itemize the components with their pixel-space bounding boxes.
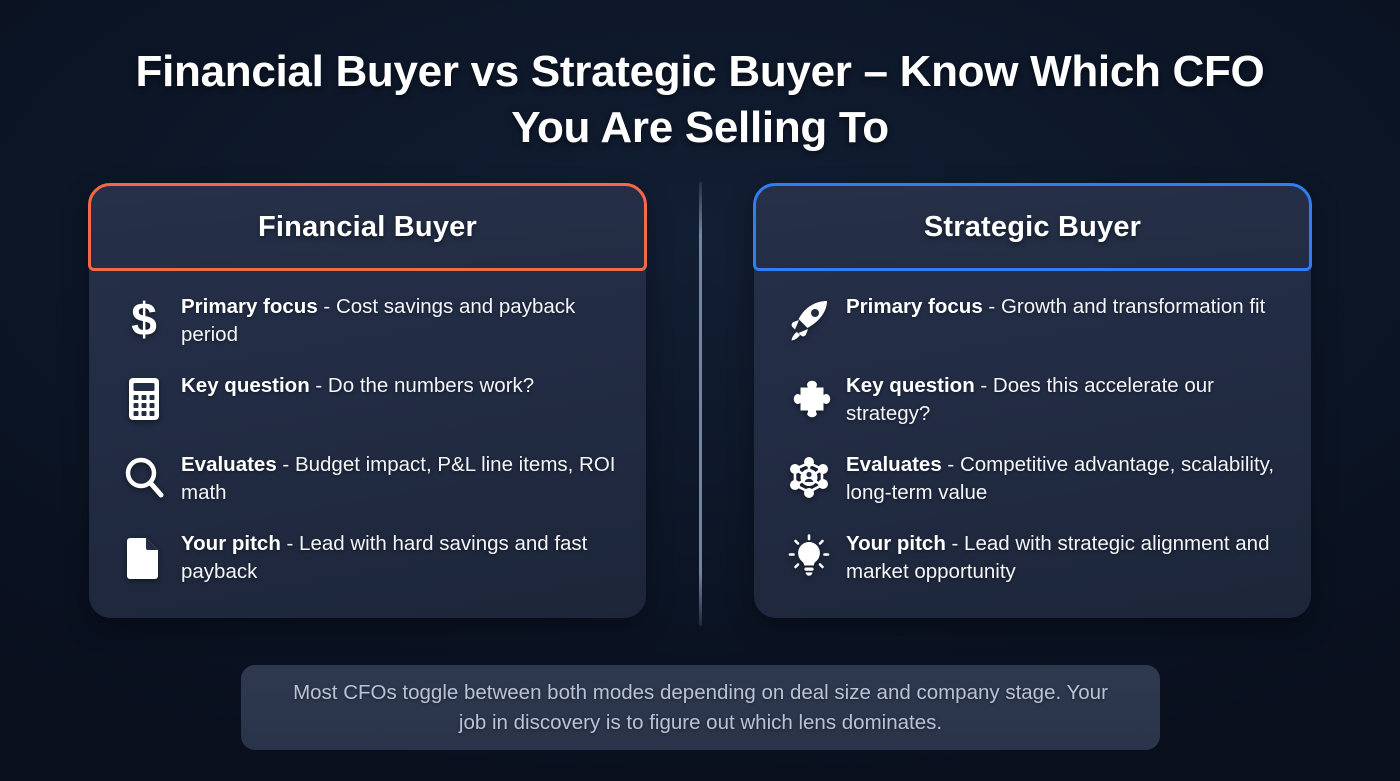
- feature-text: Key question - Does this accelerate our …: [846, 369, 1285, 428]
- dollar-sign-icon: $: [115, 290, 173, 350]
- feature-label: Key question: [846, 374, 975, 397]
- feature-label: Key question: [181, 374, 310, 397]
- feature-label: Primary focus: [181, 295, 318, 318]
- footnote-panel: Most CFOs toggle between both modes depe…: [241, 665, 1160, 750]
- vertical-divider: [699, 182, 702, 626]
- card-body-strategic-buyer: Primary focus - Growth and transformatio…: [754, 272, 1311, 587]
- feature-value: - Lead with hard savings and fast paybac…: [181, 532, 588, 583]
- document-icon: [115, 527, 173, 587]
- feature-row: Primary focus - Growth and transformatio…: [780, 290, 1285, 350]
- card-financial-buyer: Financial Buyer $ Primary focus - Cost s…: [88, 183, 647, 618]
- feature-row: Your pitch - Lead with strategic alignme…: [780, 527, 1285, 587]
- card-header-strategic-buyer: Strategic Buyer: [753, 183, 1312, 271]
- feature-label: Your pitch: [846, 532, 946, 555]
- feature-label: Evaluates: [181, 453, 277, 476]
- feature-row: Key question - Does this accelerate our …: [780, 369, 1285, 429]
- card-title-strategic-buyer: Strategic Buyer: [923, 210, 1142, 243]
- feature-row: Key question - Do the numbers work?: [115, 369, 620, 429]
- feature-text: Your pitch - Lead with hard savings and …: [181, 527, 620, 586]
- feature-row: Your pitch - Lead with hard savings and …: [115, 527, 620, 587]
- feature-label: Your pitch: [181, 532, 281, 555]
- feature-row: Evaluates - Budget impact, P&L line item…: [115, 448, 620, 508]
- feature-value: - Growth and transformation fit: [982, 295, 1266, 318]
- feature-text: Key question - Do the numbers work?: [181, 369, 620, 400]
- rocket-icon: [780, 290, 838, 350]
- feature-row: $ Primary focus - Cost savings and payba…: [115, 290, 620, 350]
- card-body-financial-buyer: $ Primary focus - Cost savings and payba…: [89, 272, 646, 587]
- feature-value: - Budget impact, P&L line items, ROI mat…: [181, 453, 616, 504]
- feature-value: - Lead with strategic alignment and mark…: [846, 532, 1270, 583]
- card-header-financial-buyer: Financial Buyer: [88, 183, 647, 271]
- feature-text: Primary focus - Cost savings and payback…: [181, 290, 620, 349]
- feature-value: - Do the numbers work?: [309, 374, 535, 397]
- card-title-financial-buyer: Financial Buyer: [258, 210, 477, 243]
- svg-text:$: $: [131, 297, 157, 343]
- feature-row: Evaluates - Competitive advantage, scala…: [780, 448, 1285, 508]
- feature-text: Your pitch - Lead with strategic alignme…: [846, 527, 1285, 586]
- footnote-text: Most CFOs toggle between both modes depe…: [293, 680, 1108, 734]
- feature-label: Primary focus: [846, 295, 983, 318]
- feature-label: Evaluates: [846, 453, 942, 476]
- feature-value: - Does this accelerate our strategy?: [846, 374, 1214, 425]
- calculator-icon: [115, 369, 173, 429]
- card-strategic-buyer: Strategic Buyer Primary focus - Growth a…: [753, 183, 1312, 618]
- feature-value: - Competitive advantage, scalability, lo…: [846, 453, 1275, 504]
- feature-text: Primary focus - Growth and transformatio…: [846, 290, 1285, 321]
- lightbulb-icon: [780, 527, 838, 587]
- page-title: Financial Buyer vs Strategic Buyer – Kno…: [135, 47, 1265, 152]
- network-hub-icon: [780, 448, 838, 508]
- feature-text: Evaluates - Budget impact, P&L line item…: [181, 448, 620, 507]
- feature-text: Evaluates - Competitive advantage, scala…: [846, 448, 1285, 507]
- magnifier-icon: [115, 448, 173, 508]
- feature-value: - Cost savings and payback period: [181, 295, 576, 346]
- puzzle-piece-icon: [780, 369, 838, 429]
